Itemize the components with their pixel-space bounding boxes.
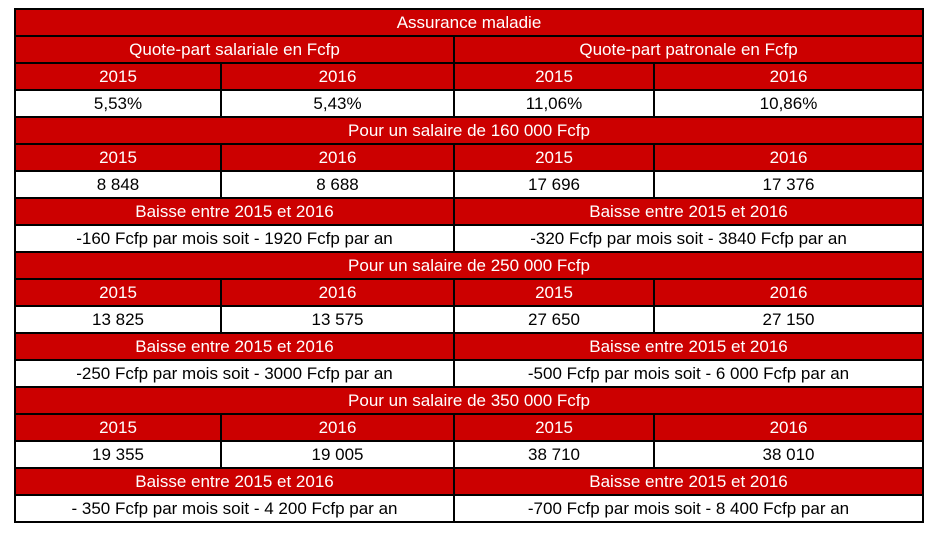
baisse-header: Baisse entre 2015 et 2016 <box>14 197 455 226</box>
baisse-header: Baisse entre 2015 et 2016 <box>452 332 925 361</box>
table-row: 2015 2016 2015 2016 <box>14 278 925 307</box>
amount-value: 38 010 <box>652 440 925 469</box>
table-row: 19 355 19 005 38 710 38 010 <box>14 440 925 469</box>
year-header: 2016 <box>220 413 455 442</box>
col-header-patronale: Quote-part patronale en Fcfp <box>452 35 925 64</box>
amount-value: 13 825 <box>14 305 222 334</box>
amount-value: 38 710 <box>453 440 655 469</box>
table-row: -250 Fcfp par mois soit - 3000 Fcfp par … <box>14 359 925 388</box>
year-header: 2016 <box>220 62 455 91</box>
table-row: 13 825 13 575 27 650 27 150 <box>14 305 925 334</box>
year-header: 2016 <box>220 143 455 172</box>
salary-section-header: Pour un salaire de 250 000 Fcfp <box>13 251 925 280</box>
table-row: 2015 2016 2015 2016 <box>14 413 925 442</box>
year-header: 2015 <box>453 62 655 91</box>
baisse-detail: -320 Fcfp par mois soit - 3840 Fcfp par … <box>452 224 925 253</box>
baisse-header: Baisse entre 2015 et 2016 <box>452 197 925 226</box>
amount-value: 13 575 <box>220 305 455 334</box>
table-row: Pour un salaire de 350 000 Fcfp <box>13 386 925 415</box>
rate-value: 10,86% <box>652 89 925 118</box>
amount-value: 19 005 <box>220 440 455 469</box>
baisse-detail: -700 Fcfp par mois soit - 8 400 Fcfp par… <box>452 494 925 523</box>
table-row: -160 Fcfp par mois soit - 1920 Fcfp par … <box>14 224 925 253</box>
baisse-header: Baisse entre 2015 et 2016 <box>452 467 925 496</box>
salary-section-header: Pour un salaire de 350 000 Fcfp <box>13 386 925 415</box>
amount-value: 27 150 <box>652 305 925 334</box>
rate-value: 5,53% <box>14 89 222 118</box>
table-row: Assurance maladie <box>13 8 925 37</box>
year-header: 2015 <box>14 62 222 91</box>
assurance-maladie-table: Assurance maladie Quote-part salariale e… <box>13 8 925 523</box>
table-row: 2015 2016 2015 2016 <box>14 143 925 172</box>
amount-value: 17 376 <box>652 170 925 199</box>
year-header: 2016 <box>652 143 925 172</box>
baisse-header: Baisse entre 2015 et 2016 <box>14 467 455 496</box>
year-header: 2015 <box>14 278 222 307</box>
table-row: Pour un salaire de 250 000 Fcfp <box>13 251 925 280</box>
table-row: Baisse entre 2015 et 2016 Baisse entre 2… <box>14 197 925 226</box>
amount-value: 19 355 <box>14 440 222 469</box>
table-row: Quote-part salariale en Fcfp Quote-part … <box>14 35 925 64</box>
amount-value: 27 650 <box>453 305 655 334</box>
baisse-detail: - 350 Fcfp par mois soit - 4 200 Fcfp pa… <box>14 494 455 523</box>
year-header: 2016 <box>652 413 925 442</box>
table-row: 2015 2016 2015 2016 <box>14 62 925 91</box>
year-header: 2016 <box>652 278 925 307</box>
amount-value: 17 696 <box>453 170 655 199</box>
year-header: 2015 <box>453 278 655 307</box>
col-header-salariale: Quote-part salariale en Fcfp <box>14 35 455 64</box>
baisse-detail: -500 Fcfp par mois soit - 6 000 Fcfp par… <box>452 359 925 388</box>
table-title: Assurance maladie <box>13 8 925 37</box>
baisse-detail: -250 Fcfp par mois soit - 3000 Fcfp par … <box>14 359 455 388</box>
amount-value: 8 688 <box>220 170 455 199</box>
table-row: - 350 Fcfp par mois soit - 4 200 Fcfp pa… <box>14 494 925 523</box>
rate-value: 11,06% <box>453 89 655 118</box>
salary-section-header: Pour un salaire de 160 000 Fcfp <box>13 116 925 145</box>
year-header: 2016 <box>220 278 455 307</box>
table-row: Baisse entre 2015 et 2016 Baisse entre 2… <box>14 332 925 361</box>
year-header: 2015 <box>14 143 222 172</box>
year-header: 2016 <box>652 62 925 91</box>
rate-value: 5,43% <box>220 89 455 118</box>
amount-value: 8 848 <box>14 170 222 199</box>
table-row: Baisse entre 2015 et 2016 Baisse entre 2… <box>14 467 925 496</box>
baisse-detail: -160 Fcfp par mois soit - 1920 Fcfp par … <box>14 224 455 253</box>
table-row: 5,53% 5,43% 11,06% 10,86% <box>14 89 925 118</box>
table-row: Pour un salaire de 160 000 Fcfp <box>13 116 925 145</box>
year-header: 2015 <box>14 413 222 442</box>
baisse-header: Baisse entre 2015 et 2016 <box>14 332 455 361</box>
year-header: 2015 <box>453 413 655 442</box>
year-header: 2015 <box>453 143 655 172</box>
table-row: 8 848 8 688 17 696 17 376 <box>14 170 925 199</box>
